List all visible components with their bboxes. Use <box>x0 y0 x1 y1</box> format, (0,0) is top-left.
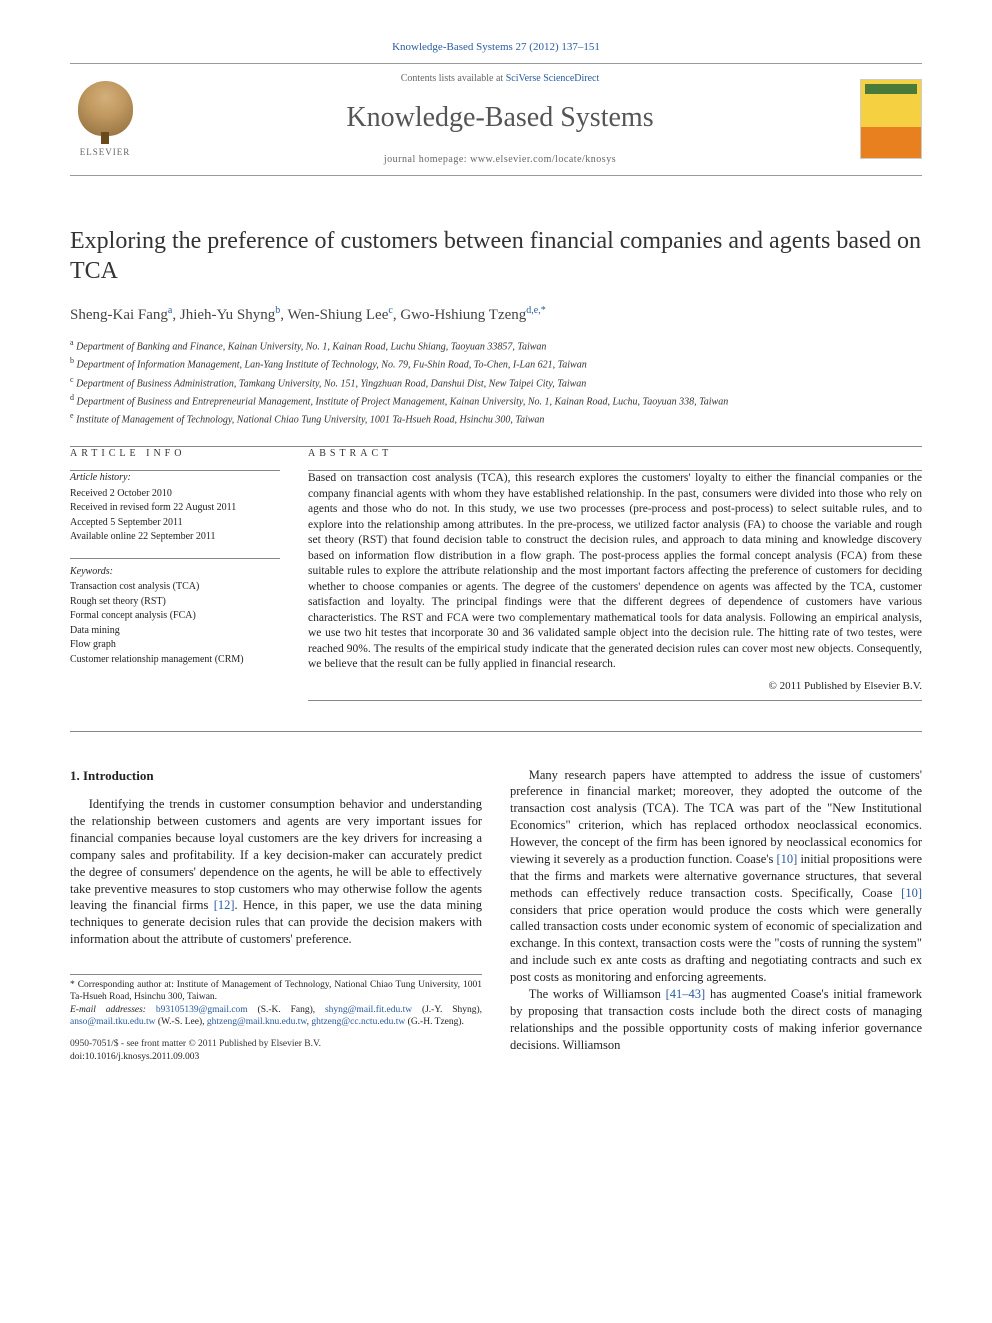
corresponding-author-note: * Corresponding author at: Institute of … <box>70 979 482 1004</box>
front-matter-line: 0950-7051/$ - see front matter © 2011 Pu… <box>70 1038 482 1050</box>
email-link[interactable]: ghtzeng@cc.nctu.edu.tw <box>311 1017 405 1027</box>
article-history-list: Received 2 October 2010Received in revis… <box>70 487 280 544</box>
homepage-url[interactable]: www.elsevier.com/locate/knosys <box>470 154 616 165</box>
divider <box>70 731 922 732</box>
elsevier-logo: ELSEVIER <box>70 79 140 159</box>
keyword-item: Data mining <box>70 624 280 638</box>
section-heading-introduction: 1. Introduction <box>70 767 482 785</box>
abstract-column: ABSTRACT Based on transaction cost analy… <box>308 447 922 701</box>
journal-cover-thumbnail <box>860 79 922 159</box>
affiliation-item: d Department of Business and Entrepreneu… <box>70 392 922 409</box>
article-title: Exploring the preference of customers be… <box>70 226 922 286</box>
header-citation: Knowledge-Based Systems 27 (2012) 137–15… <box>70 40 922 55</box>
email-link[interactable]: b93105139@gmail.com <box>156 1005 248 1015</box>
sciencedirect-link[interactable]: SciVerse ScienceDirect <box>506 73 600 84</box>
email-link[interactable]: ghtzeng@mail.knu.edu.tw <box>207 1017 307 1027</box>
email-addresses-line: E-mail addresses: b93105139@gmail.com (S… <box>70 1004 482 1029</box>
ref-link[interactable]: [12] <box>214 898 235 912</box>
body-column-right: Many research papers have attempted to a… <box>510 767 922 1063</box>
keywords-label: Keywords: <box>70 565 280 579</box>
email-link[interactable]: anso@mail.tku.edu.tw <box>70 1017 156 1027</box>
abstract-text: Based on transaction cost analysis (TCA)… <box>308 471 922 673</box>
homepage-prefix: journal homepage: <box>384 154 470 165</box>
affiliation-item: e Institute of Management of Technology,… <box>70 410 922 427</box>
doi-line: doi:10.1016/j.knosys.2011.09.003 <box>70 1051 482 1063</box>
affiliation-list: a Department of Banking and Finance, Kai… <box>70 337 922 428</box>
body-column-left: 1. Introduction Identifying the trends i… <box>70 767 482 1063</box>
ref-link[interactable]: [41–43] <box>666 987 706 1001</box>
abstract-heading: ABSTRACT <box>308 447 922 461</box>
history-item: Received in revised form 22 August 2011 <box>70 501 280 515</box>
affiliation-item: a Department of Banking and Finance, Kai… <box>70 337 922 354</box>
body-paragraph: The works of Williamson [41–43] has augm… <box>510 986 922 1054</box>
info-abstract-row: ARTICLE INFO Article history: Received 2… <box>70 447 922 701</box>
history-item: Accepted 5 September 2011 <box>70 516 280 530</box>
elsevier-label: ELSEVIER <box>80 146 131 158</box>
body-two-column: 1. Introduction Identifying the trends i… <box>70 767 922 1063</box>
contents-available-line: Contents lists available at SciVerse Sci… <box>140 72 860 86</box>
divider <box>70 558 280 559</box>
journal-name: Knowledge-Based Systems <box>140 99 860 137</box>
keyword-item: Flow graph <box>70 638 280 652</box>
article-history-label: Article history: <box>70 471 280 485</box>
email-link[interactable]: shyng@mail.fit.edu.tw <box>325 1005 412 1015</box>
masthead-center: Contents lists available at SciVerse Sci… <box>140 72 860 167</box>
elsevier-tree-icon <box>78 81 133 136</box>
body-paragraph: Many research papers have attempted to a… <box>510 767 922 986</box>
keyword-item: Rough set theory (RST) <box>70 595 280 609</box>
history-item: Available online 22 September 2011 <box>70 530 280 544</box>
keyword-item: Formal concept analysis (FCA) <box>70 609 280 623</box>
divider <box>308 700 922 701</box>
affiliation-item: b Department of Information Management, … <box>70 355 922 372</box>
author-list: Sheng-Kai Fanga, Jhieh-Yu Shyngb, Wen-Sh… <box>70 304 922 325</box>
keyword-item: Transaction cost analysis (TCA) <box>70 580 280 594</box>
ref-link[interactable]: [10] <box>777 852 798 866</box>
keywords-list: Transaction cost analysis (TCA)Rough set… <box>70 580 280 666</box>
footnotes-block: * Corresponding author at: Institute of … <box>70 974 482 1063</box>
keyword-item: Customer relationship management (CRM) <box>70 653 280 667</box>
body-paragraph: Identifying the trends in customer consu… <box>70 796 482 948</box>
history-item: Received 2 October 2010 <box>70 487 280 501</box>
abstract-copyright: © 2011 Published by Elsevier B.V. <box>308 679 922 694</box>
article-info-column: ARTICLE INFO Article history: Received 2… <box>70 447 280 701</box>
journal-homepage-line: journal homepage: www.elsevier.com/locat… <box>140 153 860 167</box>
ref-link[interactable]: [10] <box>901 886 922 900</box>
article-info-heading: ARTICLE INFO <box>70 447 280 461</box>
masthead: ELSEVIER Contents lists available at Sci… <box>70 63 922 176</box>
affiliation-item: c Department of Business Administration,… <box>70 374 922 391</box>
emails-label: E-mail addresses: <box>70 1005 146 1015</box>
contents-prefix: Contents lists available at <box>401 73 506 84</box>
